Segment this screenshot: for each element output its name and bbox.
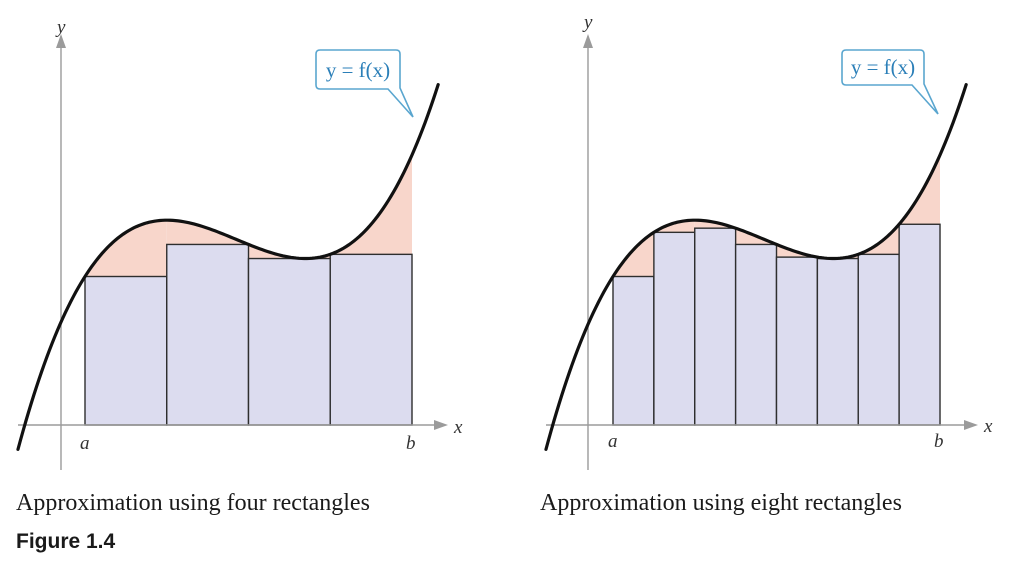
left-rectangles	[84, 243, 413, 426]
right-function-curve	[544, 83, 968, 451]
right-rectangles	[612, 223, 941, 426]
right-x-axis-arrow	[964, 420, 978, 430]
approximating-rectangle	[247, 257, 331, 426]
right-y-axis-label: y	[582, 12, 593, 33]
approximating-rectangle	[775, 256, 819, 426]
approximating-rectangle	[857, 253, 900, 426]
left-underestimate-regions	[85, 155, 412, 277]
right-function-callout: y = f(x)	[841, 49, 939, 115]
underestimate-region	[248, 244, 331, 259]
right-caption: Approximation using eight rectangles	[540, 490, 902, 516]
right-y-axis-arrow	[583, 34, 593, 48]
figure-label: Figure 1.4	[16, 530, 116, 553]
right-x-axis-label: x	[983, 416, 993, 437]
right-callout-bubble	[841, 49, 939, 115]
underestimate-region	[166, 220, 249, 245]
right-callout-label: y = f(x)	[851, 55, 915, 79]
right-interval-start-label: a	[608, 431, 618, 452]
approximating-rectangle	[694, 227, 737, 426]
underestimate-region	[613, 232, 654, 277]
left-caption: Approximation using four rectangles	[16, 490, 370, 516]
left-function-curve	[16, 83, 440, 451]
right-panel-diagram: y x a b y = f(x)	[544, 12, 993, 470]
right-axes	[546, 34, 978, 470]
left-panel-diagram: y x a b y = f(x)	[16, 17, 463, 470]
left-y-axis-arrow	[56, 34, 66, 48]
left-function-callout: y = f(x)	[315, 49, 414, 118]
approximating-rectangle	[898, 223, 941, 426]
approximating-rectangle	[816, 257, 859, 426]
left-callout-bubble	[315, 49, 414, 118]
approximating-rectangle	[734, 243, 778, 426]
approximating-rectangle	[329, 253, 413, 426]
right-interval-end-label: b	[934, 431, 944, 452]
left-x-axis-label: x	[453, 417, 463, 438]
left-axes	[18, 34, 448, 470]
left-x-axis-arrow	[434, 420, 448, 430]
approximating-rectangle	[612, 275, 655, 426]
left-callout-label: y = f(x)	[326, 58, 390, 82]
left-interval-end-label: b	[406, 433, 416, 454]
approximating-rectangle	[84, 275, 168, 426]
approximating-rectangle	[653, 231, 696, 426]
left-y-axis-label: y	[55, 17, 66, 38]
underestimate-region	[330, 155, 412, 255]
underestimate-region	[858, 224, 900, 255]
underestimate-region	[899, 155, 940, 225]
underestimate-region	[653, 220, 695, 233]
underestimate-region	[85, 220, 167, 277]
left-interval-start-label: a	[80, 433, 90, 454]
underestimate-region	[776, 244, 818, 258]
